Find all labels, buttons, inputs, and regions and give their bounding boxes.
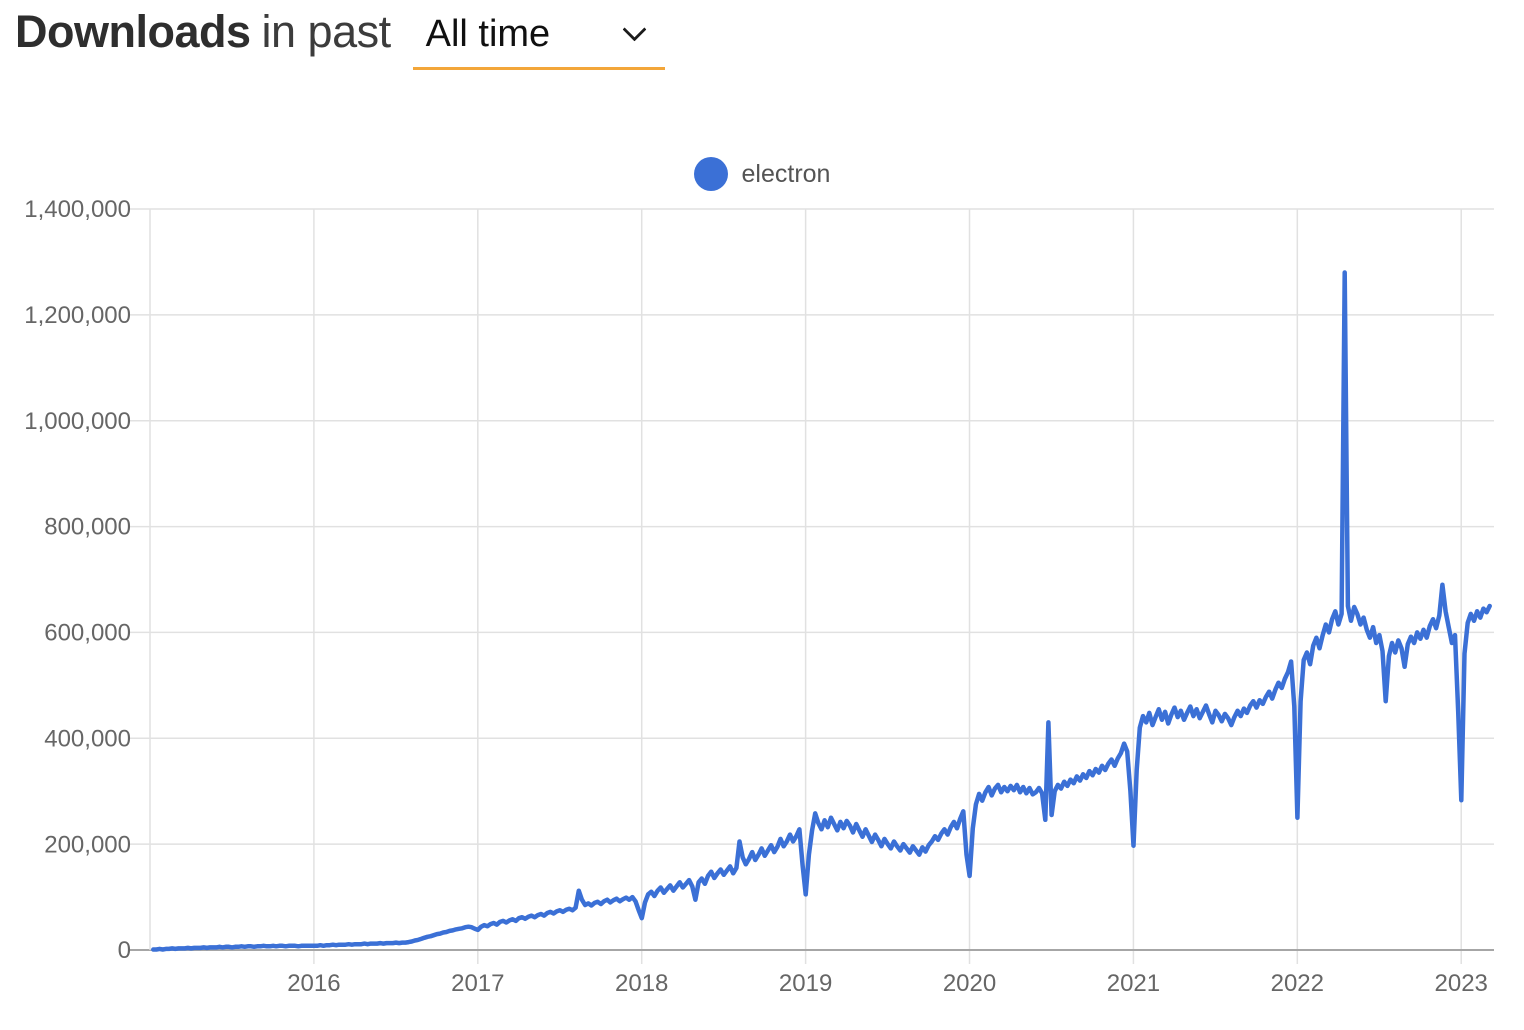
y-tick-label: 1,000,000 [24,408,131,435]
x-tick-label: 2018 [615,970,668,997]
y-tick-label: 0 [118,937,131,964]
page-title: Downloads in past [15,6,391,58]
x-tick-label: 2020 [943,970,996,997]
x-tick-label: 2022 [1271,970,1324,997]
time-range-select[interactable]: All time [412,6,665,70]
series-line-electron [151,270,1492,952]
y-tick-label: 200,000 [44,831,131,858]
x-tick-label: 2021 [1107,970,1160,997]
chart-legend: electron [0,157,1524,191]
x-tick-label: 2016 [287,970,340,997]
y-tick-label: 1,200,000 [24,302,131,329]
chevron-down-icon [622,17,647,42]
y-tick-label: 800,000 [44,514,131,541]
y-tick-label: 600,000 [44,620,131,647]
title-in-past: in past [261,6,392,58]
x-tick-label: 2019 [779,970,832,997]
x-tick-label: 2023 [1435,970,1488,997]
title-downloads: Downloads [15,6,251,58]
y-tick-label: 1,400,000 [24,196,131,223]
y-tick-label: 400,000 [44,725,131,752]
legend-marker-electron-icon [693,157,728,191]
chart-header: Downloads in past All time [15,6,665,70]
legend-label: electron [741,159,831,188]
x-tick-label: 2017 [451,970,504,997]
time-range-value: All time [425,13,551,55]
